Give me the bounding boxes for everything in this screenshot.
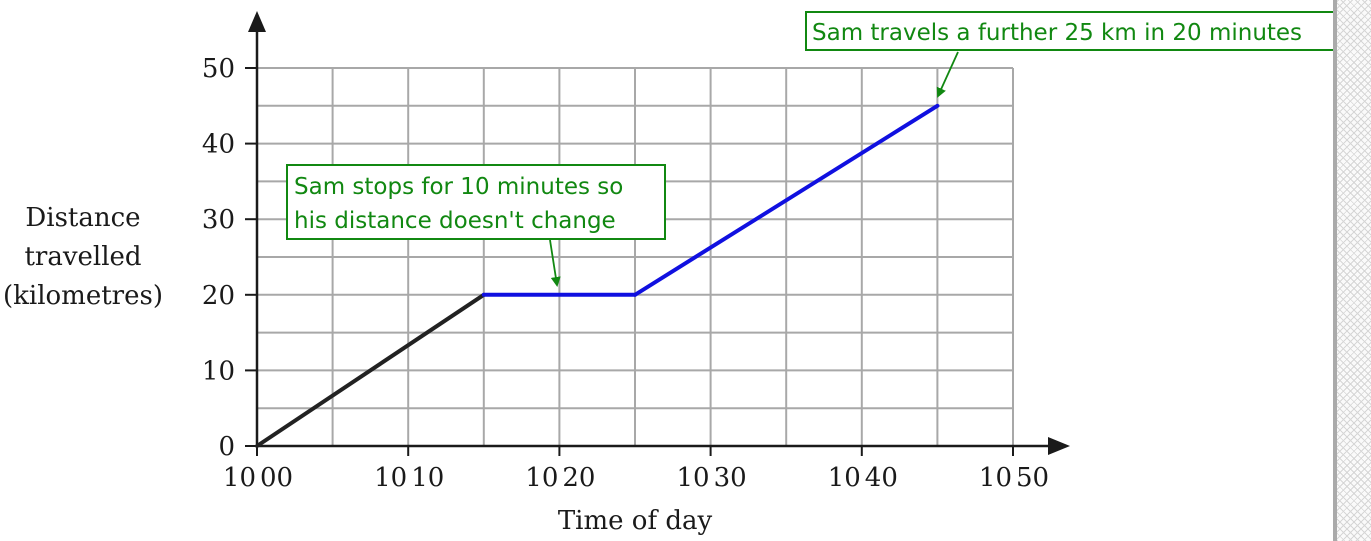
annotation-further-arrow: [936, 51, 959, 98]
y-axis-title-line: (kilometres): [3, 281, 163, 311]
x-tick-label-hours: 10: [525, 463, 558, 493]
series: [255, 103, 940, 448]
page-edge-texture: [1333, 0, 1371, 541]
grid: [257, 67, 1014, 446]
annotation-stop-line-1: Sam stops for 10 minutes so: [294, 174, 623, 200]
axes: [245, 11, 1070, 456]
x-tick-label-minutes: 20: [562, 463, 595, 493]
y-tick-label: 10: [202, 356, 235, 386]
annotation-box-stop: [286, 164, 666, 240]
y-tick-label: 0: [218, 432, 235, 462]
series-segment-second-leg: [633, 103, 940, 297]
y-tick-label: 50: [202, 54, 235, 84]
x-tick-label-hours: 10: [223, 463, 256, 493]
x-axis-arrowhead: [1048, 437, 1070, 455]
series-segment-first-leg: [255, 292, 486, 448]
annotation-stop-arrow: [549, 239, 561, 287]
y-axis-arrowhead: [248, 11, 266, 32]
y-axis-title-line: Distance: [25, 203, 140, 233]
y-tick-label: 40: [202, 130, 235, 160]
annotations: Sam stops for 10 minutes so his distance …: [286, 11, 1353, 287]
axis-titles: Time of day Distance travelled (kilometres): [3, 203, 712, 536]
annotation-stop-line-2: his distance doesn't change: [294, 208, 616, 234]
annotation-further-text: Sam travels a further 25 km in 20 minute…: [812, 20, 1302, 46]
x-axis-title: Time of day: [558, 506, 713, 536]
x-tick-label-minutes: 00: [260, 463, 293, 493]
x-tick-label-hours: 10: [828, 463, 861, 493]
x-tick-label-minutes: 50: [1016, 463, 1049, 493]
x-tick-label-minutes: 40: [865, 463, 898, 493]
x-tick-label-minutes: 30: [714, 463, 747, 493]
x-tick-label-hours: 10: [979, 463, 1012, 493]
y-tick-label: 20: [202, 281, 235, 311]
y-axis-title-line: travelled: [24, 242, 141, 272]
x-tick-label-hours: 10: [374, 463, 407, 493]
x-tick-label-minutes: 10: [411, 463, 444, 493]
y-tick-label: 30: [202, 205, 235, 235]
x-tick-label-hours: 10: [677, 463, 710, 493]
